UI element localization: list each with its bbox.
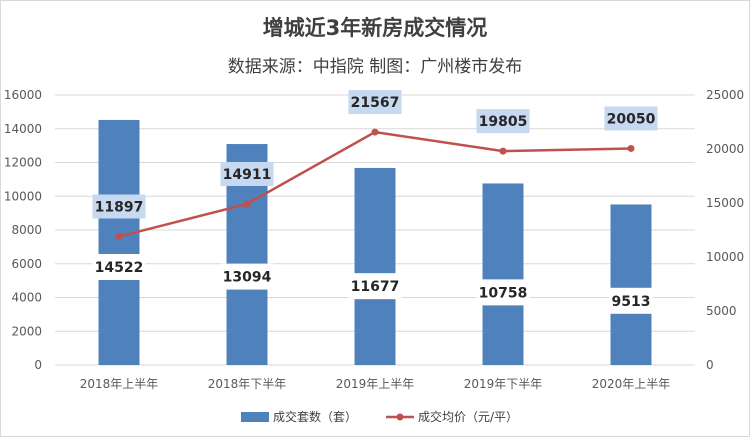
line-data-label: 19805: [479, 114, 528, 130]
x-axis-tick-label: 2018年下半年: [208, 377, 287, 391]
legend: 成交套数（套） 成交均价（元/平）: [241, 409, 518, 424]
bar-label-bg: [348, 273, 402, 300]
bar-label-bg: [609, 287, 653, 314]
x-axis-tick-label: 2018年上半年: [80, 377, 159, 391]
line-data-label: 14911: [223, 167, 272, 183]
left-axis-tick-label: 8000: [11, 223, 42, 237]
legend-label-bars: 成交套数（套）: [273, 409, 357, 424]
left-axis-tick-label: 2000: [11, 324, 42, 338]
line-point: [371, 128, 379, 136]
bar: [482, 183, 524, 365]
x-axis-tick-label: 2020年上半年: [592, 377, 671, 391]
bar-label-bg: [476, 279, 530, 306]
bar-data-label: 14522: [95, 260, 144, 276]
line-series: [115, 128, 635, 241]
line-data-label: 20050: [607, 111, 656, 127]
bar-data-label: 11677: [351, 279, 400, 295]
bar-data-label: 13094: [223, 270, 272, 286]
left-axis-ticks: 0 2000 4000 6000 8000 10000 12000 14000 16000: [4, 88, 42, 372]
left-axis-tick-label: 12000: [4, 156, 42, 170]
left-axis-tick-label: 6000: [11, 257, 42, 271]
line-point: [115, 233, 123, 241]
bar-data-label: 10758: [479, 285, 528, 301]
line-data-labels: 11897 14911 21567 19805 20050: [92, 90, 658, 219]
bar: [610, 204, 652, 365]
line-label-bg: [348, 90, 402, 115]
bar-label-bg: [220, 263, 274, 290]
line-label-bg: [476, 109, 530, 134]
bar: [98, 119, 140, 365]
chart-subtitle: 数据来源：中指院 制图：广州楼市发布: [227, 57, 523, 77]
left-axis-tick-label: 0: [34, 358, 42, 372]
x-axis-ticks: 2018年上半年 2018年下半年 2019年上半年 2019年下半年 2020年上半年: [80, 377, 671, 391]
line-point: [243, 200, 251, 208]
right-axis-tick-label: 5000: [706, 304, 737, 318]
left-axis-tick-label: 16000: [4, 88, 42, 102]
x-axis-tick-label: 2019年上半年: [336, 377, 415, 391]
bar-data-label: 9513: [612, 294, 651, 310]
bar-data-labels: 14522 13094 11677 10758 9513: [92, 253, 653, 314]
chart-title: 增城近3年新房成交情况: [262, 16, 488, 40]
right-axis-tick-label: 10000: [706, 250, 744, 264]
legend-label-line: 成交均价（元/平）: [418, 409, 518, 424]
bar: [354, 167, 396, 365]
bar-series: [98, 119, 652, 365]
right-axis-tick-label: 0: [706, 358, 714, 372]
legend-swatch-bars: [241, 412, 269, 422]
left-axis-tick-label: 14000: [4, 122, 42, 136]
right-axis-tick-label: 15000: [706, 196, 744, 210]
line-label-bg: [92, 194, 146, 219]
left-axis-tick-label: 4000: [11, 291, 42, 305]
line-point: [499, 147, 507, 155]
left-axis-tick-label: 10000: [4, 189, 42, 203]
line-label-bg: [604, 106, 658, 131]
line-point: [627, 144, 635, 152]
line-label-bg: [220, 161, 274, 186]
bar-label-bg: [92, 253, 146, 280]
right-axis-tick-label: 25000: [706, 88, 744, 102]
line-data-label: 11897: [95, 200, 144, 216]
line-data-label: 21567: [351, 95, 400, 111]
legend-marker-line: [396, 413, 404, 421]
x-axis-tick-label: 2019年下半年: [464, 377, 543, 391]
right-axis-ticks: 0 5000 10000 15000 20000 25000: [706, 88, 744, 372]
right-axis-tick-label: 20000: [706, 142, 744, 156]
